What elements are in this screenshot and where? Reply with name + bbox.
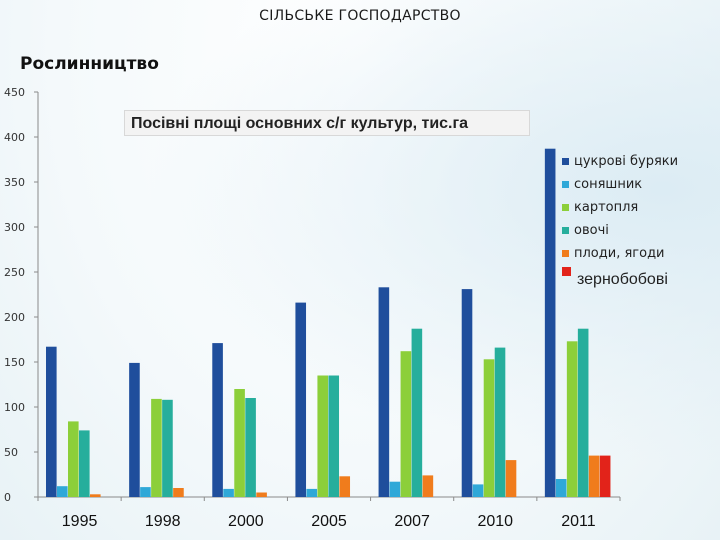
bar-2005-series-3 (328, 375, 340, 497)
bar-2007-series-0 (378, 287, 390, 497)
x-tick-label: 2011 (561, 513, 596, 530)
bar-2010-series-2 (483, 359, 495, 497)
bar-2010-series-0 (461, 289, 473, 497)
bar-2010-series-1 (472, 484, 484, 497)
bar-2000-series-1 (223, 488, 234, 497)
bar-1995-series-4 (90, 494, 101, 497)
bar-2007-series-2 (400, 351, 412, 497)
legend-item-sugar-beet: цукрові буряки (562, 150, 718, 173)
bar-2011-series-4 (588, 455, 600, 497)
legend-swatch (562, 181, 569, 188)
bar-2005-series-1 (306, 488, 318, 497)
bar-2000-series-0 (212, 343, 223, 497)
x-tick-label: 2005 (311, 513, 347, 530)
legend-item-legumes: зернобобові (562, 265, 718, 295)
legend-item-sunflower: соняшник (562, 173, 718, 196)
x-tick-label: 1995 (62, 513, 98, 530)
bar-2000-series-3 (245, 398, 256, 497)
legend-label: цукрові буряки (574, 154, 679, 169)
bar-2005-series-4 (339, 476, 351, 497)
y-tick-label: 50 (4, 446, 18, 459)
bar-2011-series-1 (555, 479, 567, 497)
bar-1998-series-1 (140, 487, 151, 497)
legend-label: соняшник (574, 177, 643, 192)
y-tick-label: 350 (4, 176, 25, 189)
y-tick-label: 100 (4, 401, 25, 414)
bar-1998-series-3 (162, 399, 173, 497)
bar-2007-series-3 (411, 328, 423, 497)
bar-2010-series-4 (505, 460, 517, 497)
chart-legend: цукрові буряки соняшник картопля овочі п… (562, 150, 718, 295)
y-tick-label: 150 (4, 356, 25, 369)
x-tick-label: 2007 (394, 513, 430, 530)
bar-1998-series-2 (151, 398, 162, 497)
legend-item-fruits-berries: плоди, ягоди (562, 242, 718, 265)
legend-label: овочі (574, 223, 609, 238)
x-tick-label: 1998 (145, 513, 181, 530)
section-title: СІЛЬСЬКЕ ГОСПОДАРСТВО (259, 8, 461, 24)
bar-1995-series-3 (79, 430, 90, 497)
bar-1995-series-2 (68, 421, 79, 497)
y-tick-label: 250 (4, 266, 25, 279)
bar-2000-series-2 (234, 389, 245, 497)
bar-2005-series-2 (317, 375, 329, 497)
chart-title: Посівні площі основних с/г культур, тис.… (124, 110, 530, 136)
legend-swatch (562, 204, 569, 211)
bar-1998-series-4 (173, 488, 184, 497)
bar-2007-series-1 (389, 481, 401, 497)
legend-label: зернобобові (577, 271, 668, 288)
legend-swatch (562, 250, 569, 257)
bar-1995-series-0 (46, 346, 57, 497)
bar-2011-series-2 (566, 341, 578, 497)
bar-2011-series-0 (544, 148, 556, 497)
bar-2000-series-4 (256, 492, 267, 497)
y-tick-label: 450 (4, 86, 25, 99)
legend-swatch (562, 267, 571, 276)
legend-item-vegetables: овочі (562, 219, 718, 242)
bar-2005-series-0 (295, 302, 307, 497)
y-tick-label: 400 (4, 131, 25, 144)
bar-2011-series-3 (577, 328, 589, 497)
subtitle: Рослинництво (20, 54, 159, 74)
y-tick-label: 300 (4, 221, 25, 234)
legend-label: картопля (574, 200, 639, 215)
legend-label: плоди, ягоди (574, 246, 665, 261)
x-tick-label: 2010 (477, 513, 513, 530)
bar-1998-series-0 (129, 362, 140, 497)
y-tick-label: 200 (4, 311, 25, 324)
x-tick-label: 2000 (228, 513, 264, 530)
legend-swatch (562, 227, 569, 234)
legend-swatch (562, 158, 569, 165)
bar-2011-series-5 (599, 455, 611, 497)
bar-1995-series-1 (57, 486, 68, 497)
bar-2007-series-4 (422, 475, 434, 497)
bar-2010-series-3 (494, 347, 506, 497)
y-tick-label: 0 (4, 491, 11, 504)
legend-item-potato: картопля (562, 196, 718, 219)
